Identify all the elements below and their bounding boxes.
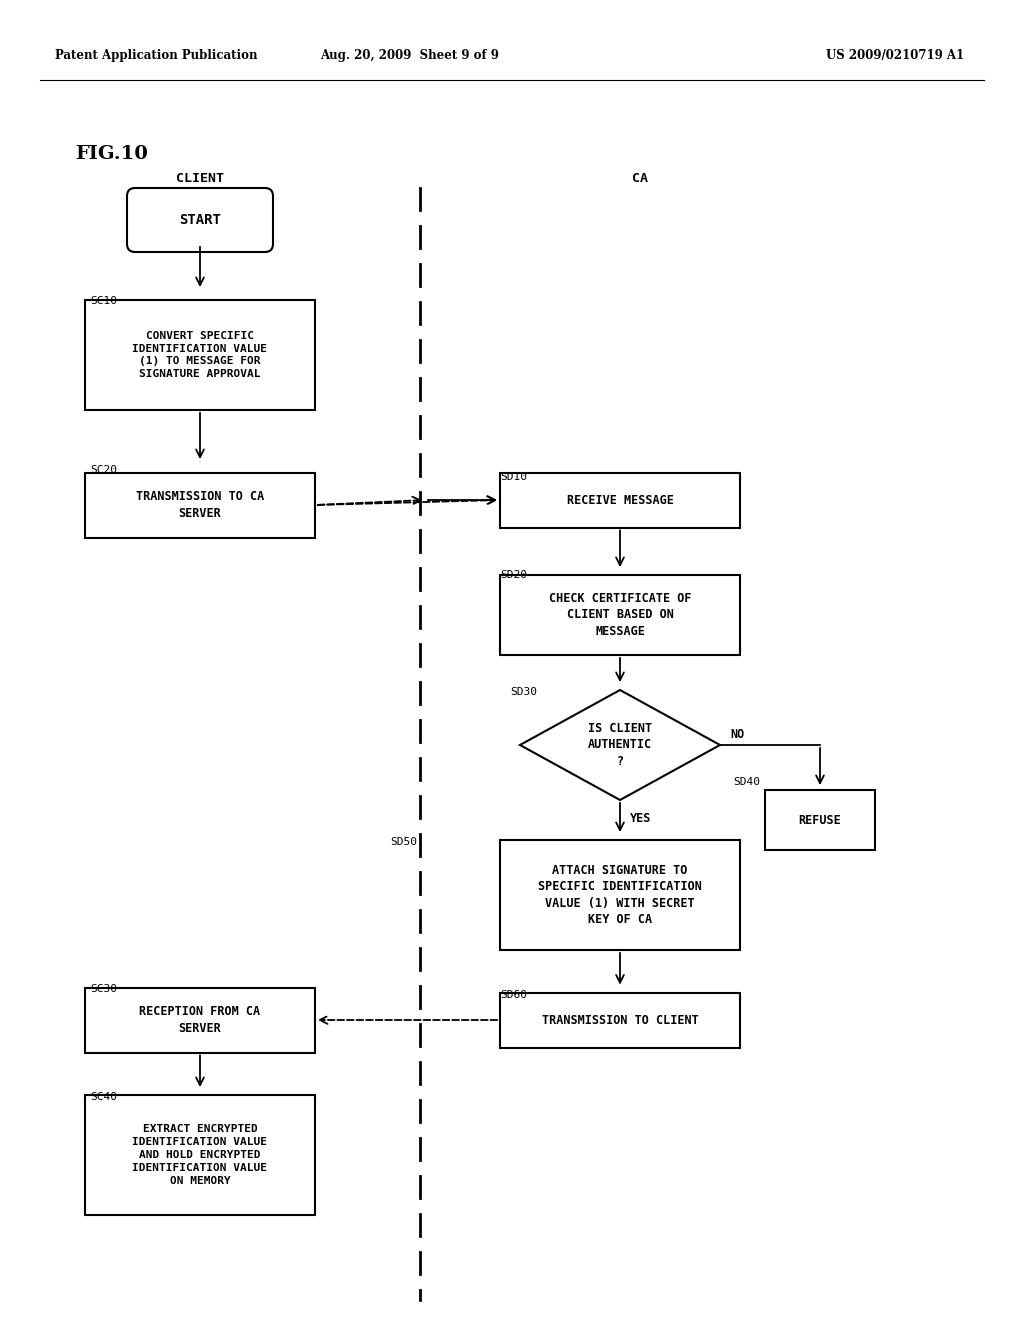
Text: SD10: SD10 bbox=[500, 473, 527, 482]
FancyBboxPatch shape bbox=[127, 187, 273, 252]
Text: YES: YES bbox=[630, 812, 651, 825]
Text: START: START bbox=[179, 213, 221, 227]
Text: SD50: SD50 bbox=[390, 837, 417, 847]
Text: SC10: SC10 bbox=[90, 296, 117, 306]
FancyBboxPatch shape bbox=[85, 300, 315, 411]
Text: FIG.10: FIG.10 bbox=[75, 145, 147, 162]
FancyBboxPatch shape bbox=[500, 840, 740, 950]
FancyBboxPatch shape bbox=[500, 473, 740, 528]
FancyBboxPatch shape bbox=[85, 987, 315, 1052]
FancyBboxPatch shape bbox=[500, 576, 740, 655]
Text: IS CLIENT
AUTHENTIC
?: IS CLIENT AUTHENTIC ? bbox=[588, 722, 652, 768]
FancyBboxPatch shape bbox=[765, 789, 874, 850]
Text: SD20: SD20 bbox=[500, 570, 527, 579]
Text: US 2009/0210719 A1: US 2009/0210719 A1 bbox=[826, 49, 964, 62]
Text: NO: NO bbox=[730, 729, 744, 742]
Text: SD30: SD30 bbox=[510, 686, 537, 697]
FancyBboxPatch shape bbox=[500, 993, 740, 1048]
Text: Aug. 20, 2009  Sheet 9 of 9: Aug. 20, 2009 Sheet 9 of 9 bbox=[321, 49, 499, 62]
Text: SD40: SD40 bbox=[733, 777, 760, 787]
Text: CHECK CERTIFICATE OF
CLIENT BASED ON
MESSAGE: CHECK CERTIFICATE OF CLIENT BASED ON MES… bbox=[549, 591, 691, 638]
FancyBboxPatch shape bbox=[85, 1096, 315, 1214]
Text: REFUSE: REFUSE bbox=[799, 813, 842, 826]
Polygon shape bbox=[520, 690, 720, 800]
Text: SD60: SD60 bbox=[500, 990, 527, 999]
Text: SC20: SC20 bbox=[90, 465, 117, 475]
FancyBboxPatch shape bbox=[85, 473, 315, 537]
Text: TRANSMISSION TO CLIENT: TRANSMISSION TO CLIENT bbox=[542, 1014, 698, 1027]
Text: SC40: SC40 bbox=[90, 1092, 117, 1102]
Text: RECEPTION FROM CA
SERVER: RECEPTION FROM CA SERVER bbox=[139, 1006, 260, 1035]
Text: RECEIVE MESSAGE: RECEIVE MESSAGE bbox=[566, 494, 674, 507]
Text: Patent Application Publication: Patent Application Publication bbox=[55, 49, 257, 62]
Text: SC30: SC30 bbox=[90, 985, 117, 994]
Text: CA: CA bbox=[632, 172, 648, 185]
Text: CLIENT: CLIENT bbox=[176, 172, 224, 185]
Text: EXTRACT ENCRYPTED
IDENTIFICATION VALUE
AND HOLD ENCRYPTED
IDENTIFICATION VALUE
O: EXTRACT ENCRYPTED IDENTIFICATION VALUE A… bbox=[132, 1125, 267, 1185]
Text: TRANSMISSION TO CA
SERVER: TRANSMISSION TO CA SERVER bbox=[136, 490, 264, 520]
Text: CONVERT SPECIFIC
IDENTIFICATION VALUE
(1) TO MESSAGE FOR
SIGNATURE APPROVAL: CONVERT SPECIFIC IDENTIFICATION VALUE (1… bbox=[132, 331, 267, 379]
Text: ATTACH SIGNATURE TO
SPECIFIC IDENTIFICATION
VALUE (1) WITH SECRET
KEY OF CA: ATTACH SIGNATURE TO SPECIFIC IDENTIFICAT… bbox=[538, 863, 701, 927]
